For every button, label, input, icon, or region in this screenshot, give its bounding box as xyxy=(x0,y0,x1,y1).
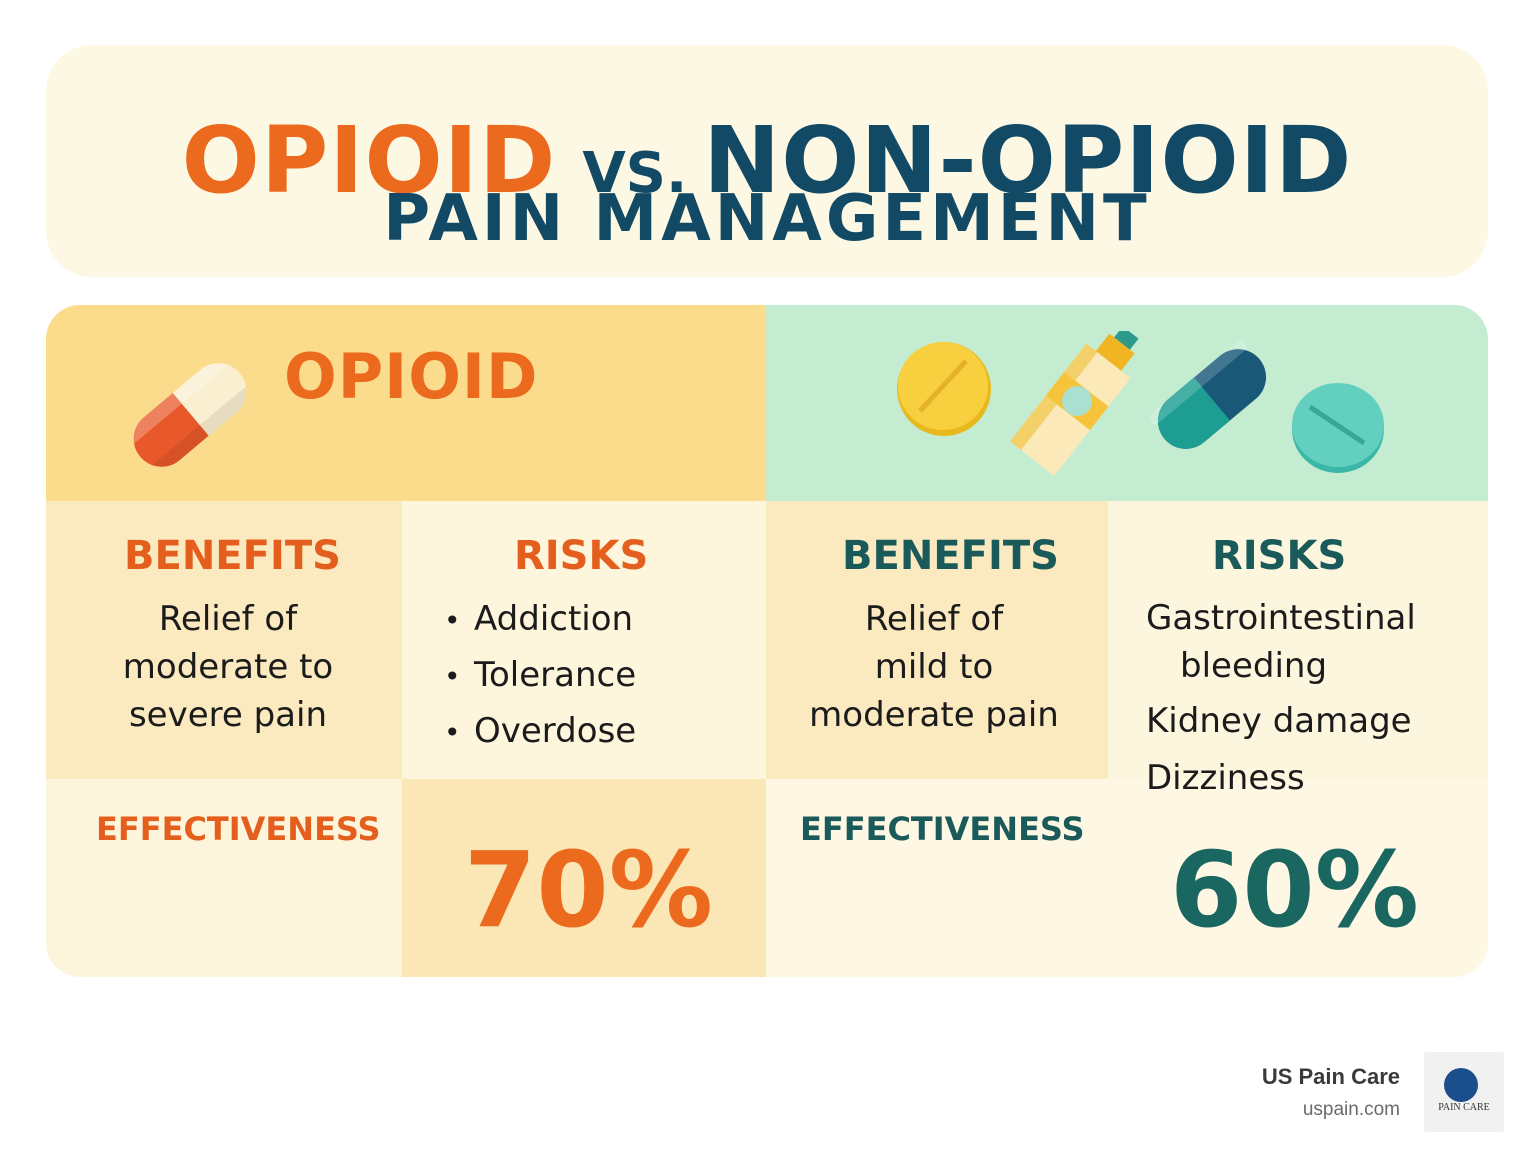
opioid-effectiveness-value: 70% xyxy=(464,829,713,951)
opioid-benefits-text: Relief of moderate to severe pain xyxy=(78,595,378,739)
non-opioid-effectiveness-value: 60% xyxy=(1170,829,1419,951)
opioid-header-label: OPIOID xyxy=(284,340,539,413)
risk-item: Overdose xyxy=(444,704,636,760)
opioid-risks-heading: RISKS xyxy=(514,533,649,579)
brand-name: US Pain Care xyxy=(1261,1064,1400,1089)
risk-item: Addiction xyxy=(444,592,636,648)
non-opioid-effectiveness-label: EFFECTIVENESS xyxy=(800,810,1085,848)
opioid-benefits-line: moderate to xyxy=(122,647,334,687)
non-opioid-medications-icons xyxy=(897,331,1384,476)
main-title: OPIOID VS. NON-OPIOID xyxy=(46,107,1488,214)
logo-mark-icon xyxy=(1444,1068,1478,1102)
title-subtitle: PAIN MANAGEMENT xyxy=(383,182,1151,256)
non-opioid-risk-kidney: Kidney damage xyxy=(1146,701,1412,741)
non-opioid-effectiveness-value-cell xyxy=(1108,779,1488,977)
non-opioid-effectiveness-label-cell xyxy=(766,779,1108,977)
brand-logo: PAIN CARE xyxy=(1424,1052,1504,1132)
opioid-effectiveness-value-cell xyxy=(402,779,766,977)
brand-url: uspain.com xyxy=(1302,1099,1400,1120)
comparison-table: OPIOID BENEFITS Relief of mo xyxy=(46,305,1488,977)
non-opioid-risks-cell xyxy=(1108,501,1488,779)
title-non-opioid: NON-OPIOID xyxy=(703,107,1353,214)
capsule-teal-icon xyxy=(1148,340,1267,449)
opioid-benefits-cell xyxy=(46,501,402,779)
opioid-benefits-line: Relief of xyxy=(158,599,298,639)
non-opioid-benefits-heading: BENEFITS xyxy=(842,533,1059,579)
round-tablet-teal-icon xyxy=(1292,383,1384,473)
non-opioid-benefits-line: mild to xyxy=(874,647,994,687)
non-opioid-risks-heading: RISKS xyxy=(1212,533,1347,579)
non-opioid-benefits-cell xyxy=(766,501,1108,779)
non-opioid-risk-bleeding: bleeding xyxy=(1180,646,1328,686)
opioid-effectiveness-label: EFFECTIVENESS xyxy=(96,810,381,848)
risk-item: Tolerance xyxy=(444,648,636,704)
capsule-icon xyxy=(126,353,256,478)
opioid-risks-list: Addiction Tolerance Overdose xyxy=(444,592,636,760)
opioid-benefits-heading: BENEFITS xyxy=(124,533,341,579)
non-opioid-benefits-text: Relief of mild to moderate pain xyxy=(784,595,1084,739)
round-tablet-yellow-icon xyxy=(897,342,991,436)
title-banner: OPIOID VS. NON-OPIOID xyxy=(46,45,1488,277)
opioid-benefits-line: severe pain xyxy=(128,695,328,735)
non-opioid-benefits-line: Relief of xyxy=(864,599,1004,639)
title-opioid: OPIOID xyxy=(181,107,557,214)
title-vs: VS. xyxy=(582,141,688,206)
ointment-tube-icon xyxy=(1010,331,1139,476)
logo-text: PAIN CARE xyxy=(1438,1102,1490,1113)
non-opioid-risk-dizziness: Dizziness xyxy=(1146,758,1305,798)
opioid-effectiveness-label-cell xyxy=(46,779,402,977)
non-opioid-risk-gastro: Gastrointestinal xyxy=(1146,598,1416,638)
non-opioid-benefits-line: moderate pain xyxy=(809,695,1059,735)
